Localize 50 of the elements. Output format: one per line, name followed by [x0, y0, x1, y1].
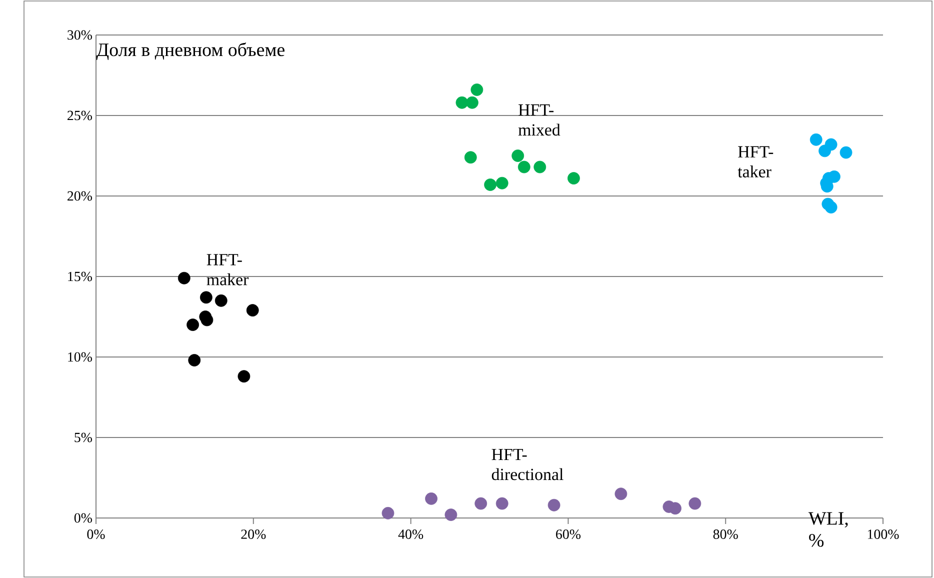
point — [456, 96, 468, 109]
point — [238, 370, 250, 383]
point — [518, 160, 530, 174]
point — [466, 96, 478, 109]
point — [548, 498, 560, 512]
point — [614, 488, 628, 500]
y-tick-label: 0% — [74, 513, 92, 523]
point — [496, 497, 508, 510]
point — [246, 304, 259, 317]
x-tick-label: 60% — [556, 530, 581, 539]
point — [534, 160, 546, 174]
y-tick-label: 25% — [68, 110, 92, 120]
point — [425, 492, 438, 505]
x-axis-title: WLI, % — [808, 512, 848, 547]
point — [688, 497, 702, 510]
y-axis-title: Доля в дневном объеме — [96, 42, 284, 60]
point — [382, 506, 394, 520]
series-label: HFT-directional — [492, 448, 564, 480]
point — [200, 291, 212, 304]
point — [496, 176, 508, 190]
point — [444, 508, 458, 521]
x-tick-label: 0% — [87, 530, 105, 539]
point — [568, 172, 580, 184]
point — [214, 294, 228, 307]
series-label: HFT-maker — [206, 254, 249, 286]
x-tick-label: 100% — [868, 530, 899, 539]
y-tick-label: 20% — [68, 191, 92, 201]
point — [810, 133, 822, 146]
point — [824, 201, 838, 214]
point — [188, 354, 201, 366]
point — [828, 170, 840, 183]
point — [824, 138, 838, 151]
x-tick-label: 20% — [241, 530, 266, 539]
y-tick-label: 15% — [68, 272, 92, 282]
x-tick-label: 40% — [398, 530, 424, 539]
point — [669, 502, 682, 515]
y-tick-label: 10% — [68, 352, 92, 362]
point — [470, 84, 484, 96]
point — [512, 150, 524, 162]
point — [464, 151, 477, 164]
y-tick-label: 30% — [68, 30, 92, 40]
series-label: HFT-mixed — [518, 104, 560, 136]
point — [840, 146, 852, 159]
x-tick-label: 80% — [713, 530, 738, 539]
y-tick-label: 5% — [74, 432, 92, 442]
point — [474, 497, 488, 510]
point — [484, 178, 496, 191]
text: HFT-taker — [738, 146, 774, 178]
point — [178, 272, 190, 284]
point — [186, 318, 200, 331]
